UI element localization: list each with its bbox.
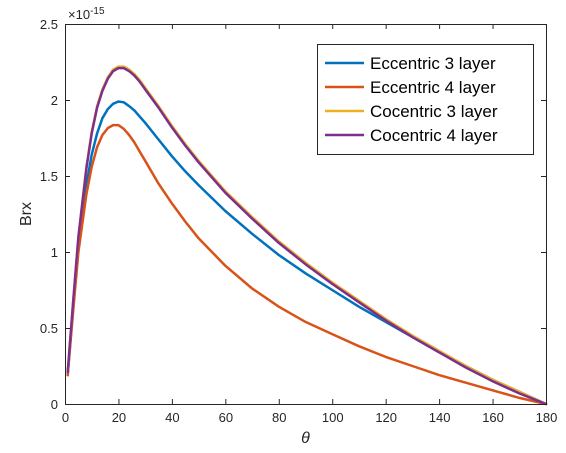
legend: Eccentric 3 layer Eccentric 4 layer Cocent… (317, 44, 534, 155)
x-tick-label: 80 (272, 410, 286, 425)
x-tick-label: 180 (536, 410, 558, 425)
y-tick-label: 1.5 (40, 169, 58, 184)
x-tick-label: 100 (322, 410, 344, 425)
x-tick-label: 160 (482, 410, 504, 425)
series-layer (66, 65, 548, 406)
x-tick-label: 120 (375, 410, 397, 425)
legend-label-2: Eccentric 4 layer (370, 78, 496, 97)
y-exponent-label: ×10-15 (68, 6, 105, 22)
series-line-4 (66, 66, 548, 406)
legend-label-3: Cocentric 3 layer (370, 102, 498, 121)
y-tick-label: 2.5 (40, 17, 58, 32)
x-tick-label: 60 (219, 410, 233, 425)
series-line-2 (66, 123, 548, 406)
x-tick-label: 40 (165, 410, 179, 425)
x-tick-label: 20 (112, 410, 126, 425)
y-axis-label: Brx (18, 202, 35, 226)
legend-label-4: Cocentric 4 layer (370, 126, 498, 145)
y-tick-label: 2 (51, 93, 58, 108)
x-tick-label: 0 (62, 410, 69, 425)
y-tick-label: 0.5 (40, 321, 58, 336)
legend-label-1: Eccentric 3 layer (370, 54, 496, 73)
ticks-layer: 0 20 40 60 80 100 120 140 160 180 0 0.5 1 1.5 2 2.5 (40, 17, 557, 425)
x-tick-label: 140 (429, 410, 451, 425)
y-tick-label: 0 (51, 397, 58, 412)
y-tick-label: 1 (51, 245, 58, 260)
axes-box (65, 24, 547, 405)
x-axis-label: θ (301, 430, 310, 447)
